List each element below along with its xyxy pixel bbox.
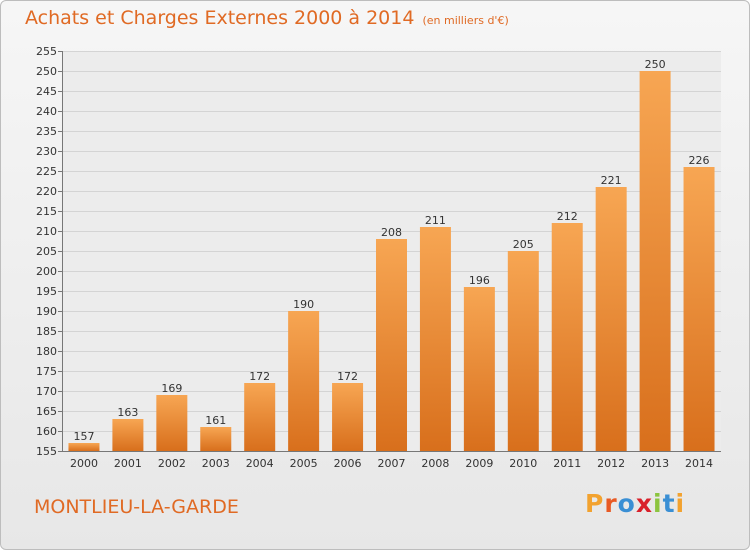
- proxiti-logo: Proxiti: [585, 489, 685, 518]
- bar: [683, 167, 715, 451]
- y-tick-label: 180: [36, 345, 57, 358]
- y-tick-label: 205: [36, 245, 57, 258]
- data-label: 208: [381, 226, 402, 239]
- x-tick-label: 2011: [553, 457, 581, 470]
- x-tick-label: 2002: [158, 457, 186, 470]
- logo-letter: P: [585, 489, 605, 518]
- x-tick-label: 2013: [641, 457, 669, 470]
- data-label: 221: [601, 174, 622, 187]
- bar: [507, 251, 539, 451]
- logo-letter: i: [675, 489, 686, 518]
- data-label: 172: [249, 370, 270, 383]
- y-tick-label: 155: [36, 445, 57, 458]
- y-tick-label: 255: [36, 45, 57, 58]
- commune-name: MONTLIEU-LA-GARDE: [34, 496, 239, 518]
- bar: [68, 443, 100, 451]
- x-tick-label: 2003: [202, 457, 230, 470]
- y-tick-label: 235: [36, 125, 57, 138]
- x-tick-label: 2004: [246, 457, 274, 470]
- data-label: 190: [293, 298, 314, 311]
- logo-letter: o: [617, 489, 636, 518]
- y-tick-label: 250: [36, 65, 57, 78]
- bar: [244, 383, 276, 451]
- title-text: Achats et Charges Externes 2000 à 2014: [25, 7, 415, 29]
- y-tick-label: 195: [36, 285, 57, 298]
- y-tick-label: 185: [36, 325, 57, 338]
- x-tick-label: 2005: [290, 457, 318, 470]
- bar: [200, 427, 232, 451]
- x-tick-label: 2000: [70, 457, 98, 470]
- axes: [58, 51, 721, 452]
- bar: [463, 287, 495, 451]
- data-label: 196: [469, 274, 490, 287]
- data-label: 250: [645, 58, 666, 71]
- y-tick-label: 165: [36, 405, 57, 418]
- bar: [595, 187, 627, 451]
- logo-letter: x: [635, 489, 653, 518]
- y-tick-label: 240: [36, 105, 57, 118]
- data-label: 212: [557, 210, 578, 223]
- unit-text: (en milliers d'€): [422, 14, 509, 27]
- data-label: 169: [161, 382, 182, 395]
- data-label: 157: [73, 430, 94, 443]
- y-tick-label: 160: [36, 425, 57, 438]
- bar: [112, 419, 144, 451]
- bar: [639, 71, 671, 451]
- y-tick-label: 190: [36, 305, 57, 318]
- bar: [156, 395, 188, 451]
- bar: [332, 383, 364, 451]
- y-tick-label: 215: [36, 205, 57, 218]
- chart-title: Achats et Charges Externes 2000 à 2014 (e…: [25, 7, 509, 29]
- x-tick-label: 2001: [114, 457, 142, 470]
- data-label: 172: [337, 370, 358, 383]
- logo-letter: i: [653, 489, 663, 518]
- y-tick-label: 225: [36, 165, 57, 178]
- bar: [376, 239, 407, 451]
- y-tick-label: 175: [36, 365, 57, 378]
- data-label: 161: [205, 414, 226, 427]
- x-tick-label: 2012: [597, 457, 625, 470]
- y-tick-label: 210: [36, 225, 57, 238]
- y-tick-label: 245: [36, 85, 57, 98]
- y-tick-label: 220: [36, 185, 57, 198]
- x-tick-label: 2008: [421, 457, 449, 470]
- x-tick-label: 2007: [378, 457, 406, 470]
- data-label: 205: [513, 238, 534, 251]
- bar: [419, 227, 451, 451]
- logo-letter: r: [604, 489, 618, 518]
- y-tick-label: 230: [36, 145, 57, 158]
- data-label: 211: [425, 214, 446, 227]
- data-label: 163: [117, 406, 138, 419]
- logo-letter: t: [662, 489, 676, 518]
- x-tick-label: 2009: [465, 457, 493, 470]
- y-tick-label: 170: [36, 385, 57, 398]
- bars: [68, 71, 715, 451]
- x-tick-label: 2006: [334, 457, 362, 470]
- x-tick-label: 2014: [685, 457, 713, 470]
- x-tick-label: 2010: [509, 457, 537, 470]
- labels: 155 160 165 170 175 180 185 190 195 200 205 210 215 2…: [36, 45, 713, 470]
- bar: [551, 223, 583, 451]
- y-tick-label: 200: [36, 265, 57, 278]
- bar: [288, 311, 320, 451]
- data-label: 226: [689, 154, 710, 167]
